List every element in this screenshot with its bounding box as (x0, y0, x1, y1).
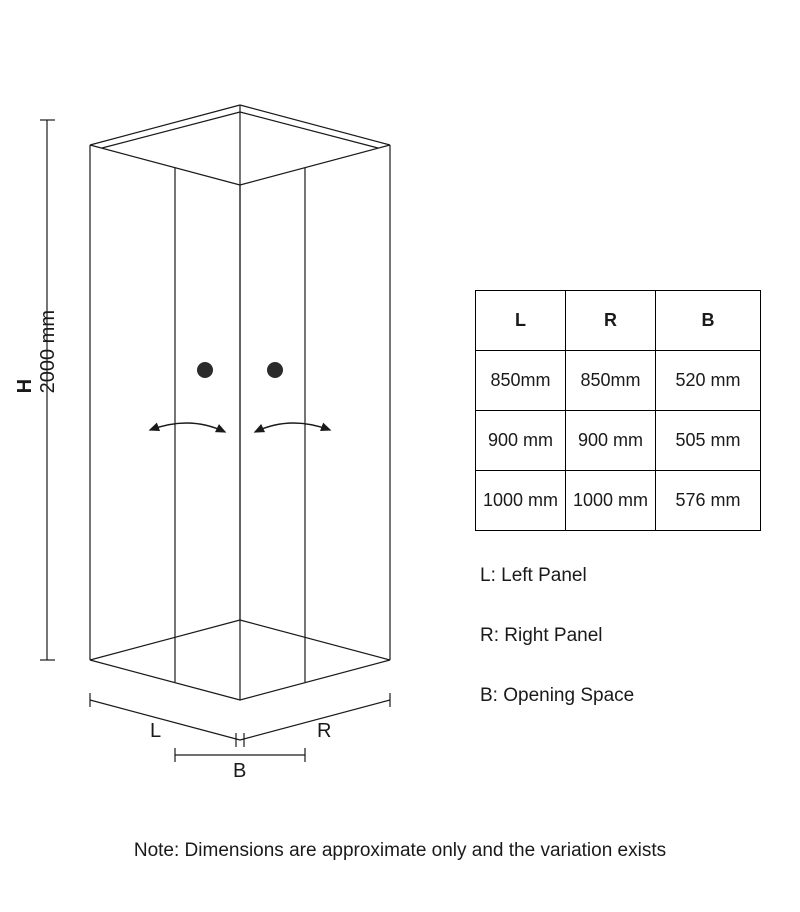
height-value: 2000 mm (37, 310, 59, 393)
door-knob-right (267, 362, 283, 378)
table-cell: 1000 mm (476, 471, 566, 531)
height-letter: H (14, 379, 36, 393)
legend-R: R: Right Panel (480, 625, 603, 647)
dimension-table: L R B 850mm 850mm 520 mm 900 mm 900 mm 5… (475, 290, 761, 531)
table-row: 850mm 850mm 520 mm (476, 351, 761, 411)
table-row: 900 mm 900 mm 505 mm (476, 411, 761, 471)
door-knob-left (197, 362, 213, 378)
height-dimension-label: H 2000 mm (14, 310, 60, 393)
table-cell: 1000 mm (566, 471, 656, 531)
figure-root: H 2000 mm L B R L R B 850mm 850mm 520 mm… (0, 0, 800, 912)
bottom-label-L: L (150, 720, 161, 743)
swing-arrow-right (255, 423, 330, 432)
table-cell: 520 mm (656, 351, 761, 411)
table-cell: 850mm (566, 351, 656, 411)
enclosure-diagram (0, 0, 470, 800)
table-cell: 850mm (476, 351, 566, 411)
note-text: Note: Dimensions are approximate only an… (0, 840, 800, 862)
table-header-L: L (476, 291, 566, 351)
table-cell: 576 mm (656, 471, 761, 531)
bottom-label-B: B (233, 760, 246, 783)
table-cell: 900 mm (476, 411, 566, 471)
table-header-R: R (566, 291, 656, 351)
swing-arrow-left (150, 423, 225, 432)
legend-L: L: Left Panel (480, 565, 587, 587)
legend-B: B: Opening Space (480, 685, 634, 707)
table-header-row: L R B (476, 291, 761, 351)
table-header-B: B (656, 291, 761, 351)
bottom-label-R: R (317, 720, 331, 743)
table-cell: 505 mm (656, 411, 761, 471)
table-row: 1000 mm 1000 mm 576 mm (476, 471, 761, 531)
table-cell: 900 mm (566, 411, 656, 471)
